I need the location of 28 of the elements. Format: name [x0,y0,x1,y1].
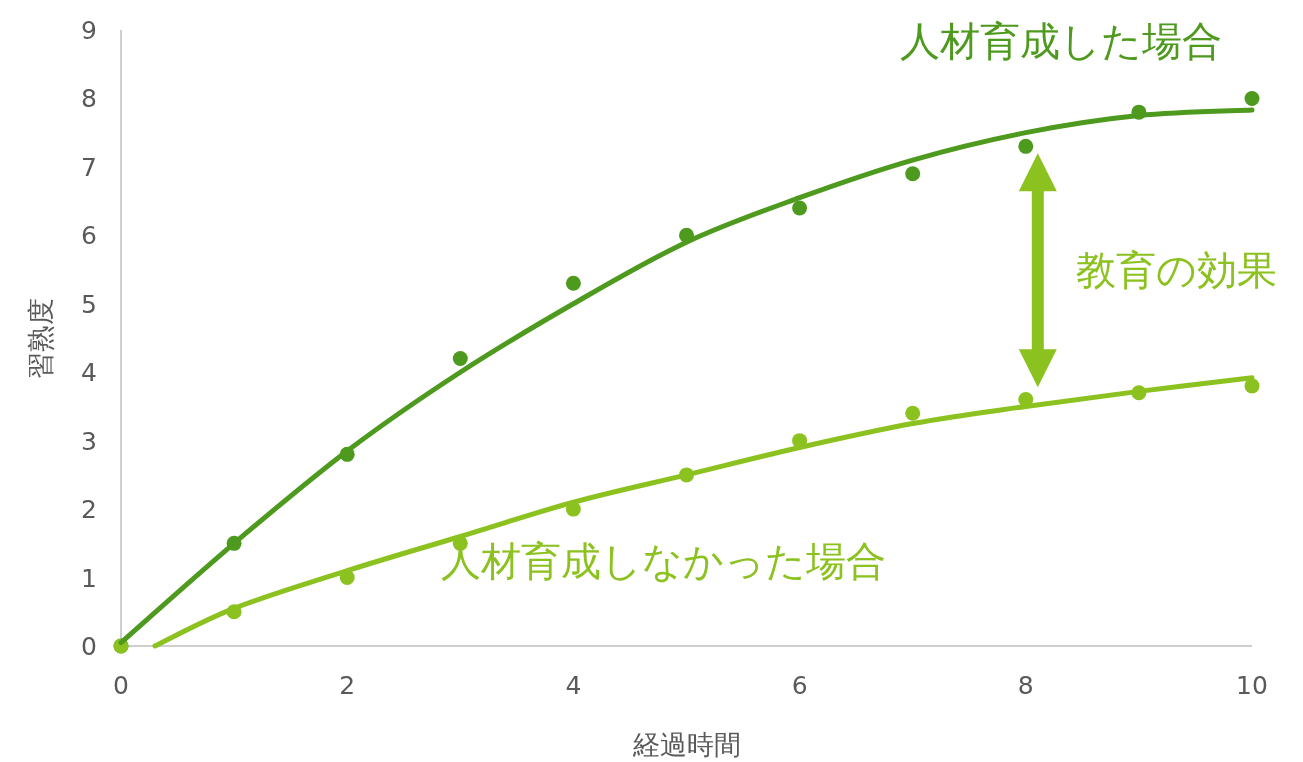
point [1244,378,1260,394]
annotation: 教育の効果 [1075,247,1277,294]
y-tick-label: 5 [81,289,97,319]
y-tick-label: 4 [81,358,97,388]
y-tick-label: 7 [81,152,97,182]
point [565,275,581,291]
y-axis-title: 習熟度 [25,297,56,379]
point [905,166,921,182]
point [1244,90,1260,106]
x-tick-label: 6 [791,671,808,700]
x-axis-title: 経過時間 [631,729,741,760]
y-tick-label: 0 [81,632,97,661]
x-tick-label: 0 [113,671,129,700]
y-tick-label: 1 [81,563,97,593]
x-tick-label: 10 [1236,671,1268,700]
y-tick-label: 6 [81,221,97,251]
point [905,405,921,421]
y-tick-label: 8 [81,84,97,114]
point [452,351,468,367]
x-tick-label: 8 [1017,671,1034,700]
x-tick-label: 4 [565,671,582,700]
series-label: 人材育成した場合 [900,18,1222,64]
y-tick-label: 3 [81,426,97,456]
x-tick-label: 2 [339,671,356,700]
y-tick-label: 2 [81,495,97,525]
point [792,200,808,216]
y-tick-label: 9 [81,16,97,45]
point [1018,138,1034,154]
